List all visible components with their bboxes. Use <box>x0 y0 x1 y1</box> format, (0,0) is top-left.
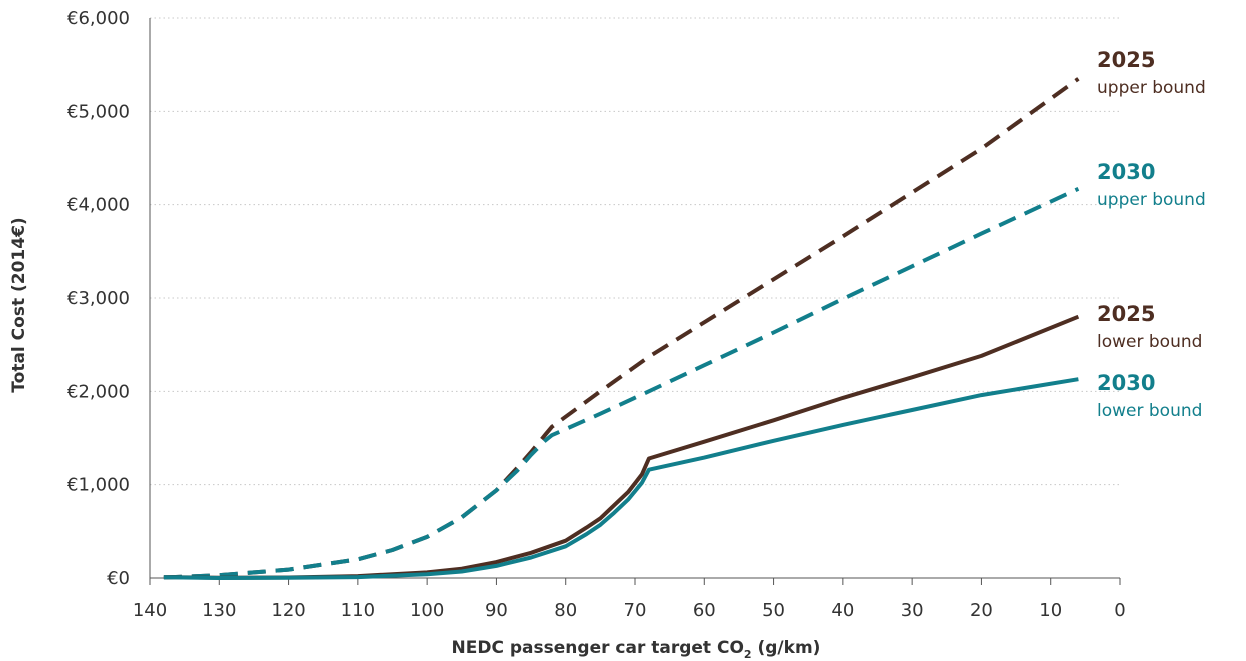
x-axis-title-main: NEDC passenger car target CO <box>452 638 744 658</box>
x-tick-label: 60 <box>693 600 716 621</box>
series-label-year: 2025 <box>1097 48 1155 72</box>
x-tick-label: 10 <box>1039 600 1062 621</box>
series-label-bound: lower bound <box>1097 332 1202 352</box>
y-tick-label: €5,000 <box>67 101 130 122</box>
series-label-bound: upper bound <box>1097 190 1206 210</box>
x-tick-label: 110 <box>341 600 375 621</box>
x-tick-label: 100 <box>410 600 444 621</box>
series-line-2030-upper-bound <box>163 186 1080 580</box>
x-tick-label: 30 <box>901 600 924 621</box>
series-label-year: 2030 <box>1097 160 1155 184</box>
y-axis-ticks: €0 €1,000 €2,000 €3,000 €4,000 €5,000 €6,000 <box>67 8 130 589</box>
series-label-year: 2025 <box>1097 302 1155 326</box>
x-axis-title-subscript: 2 <box>744 648 752 661</box>
x-tick-label: 0 <box>1114 600 1125 621</box>
x-axis-title: NEDC passenger car target CO2 (g/km) <box>452 638 821 661</box>
y-axis-title: Total Cost (2014€) <box>9 217 29 392</box>
x-tick-label: 80 <box>554 600 577 621</box>
gridlines <box>150 17 1120 486</box>
series-lines <box>163 77 1080 580</box>
series-label-bound: upper bound <box>1097 78 1206 98</box>
x-axis-title-unit: (g/km) <box>752 638 821 658</box>
y-tick-label: €4,000 <box>67 195 130 216</box>
series-end-labels: 2025 upper bound 2030 upper bound 2025 lower … <box>1097 48 1206 421</box>
x-tick-label: 130 <box>202 600 236 621</box>
x-axis-ticks: 140 130 120 110 100 90 80 70 60 50 40 30 20 10 0 <box>133 578 1126 621</box>
series-line-2025-lower-bound <box>163 314 1080 580</box>
x-tick-label: 20 <box>970 600 993 621</box>
y-tick-label: €1,000 <box>67 475 130 496</box>
series-line-2025-upper-bound <box>163 77 1080 580</box>
y-tick-label: €0 <box>107 568 130 589</box>
x-tick-label: 70 <box>624 600 647 621</box>
y-tick-label: €3,000 <box>67 288 130 309</box>
x-tick-label: 140 <box>133 600 167 621</box>
x-tick-label: 90 <box>485 600 508 621</box>
series-label-year: 2030 <box>1097 371 1155 395</box>
x-tick-label: 120 <box>271 600 305 621</box>
x-tick-label: 40 <box>831 600 854 621</box>
y-tick-label: €2,000 <box>67 381 130 402</box>
series-label-bound: lower bound <box>1097 401 1202 421</box>
x-tick-label: 50 <box>762 600 785 621</box>
series-line-2030-lower-bound <box>163 377 1079 580</box>
y-tick-label: €6,000 <box>67 8 130 29</box>
